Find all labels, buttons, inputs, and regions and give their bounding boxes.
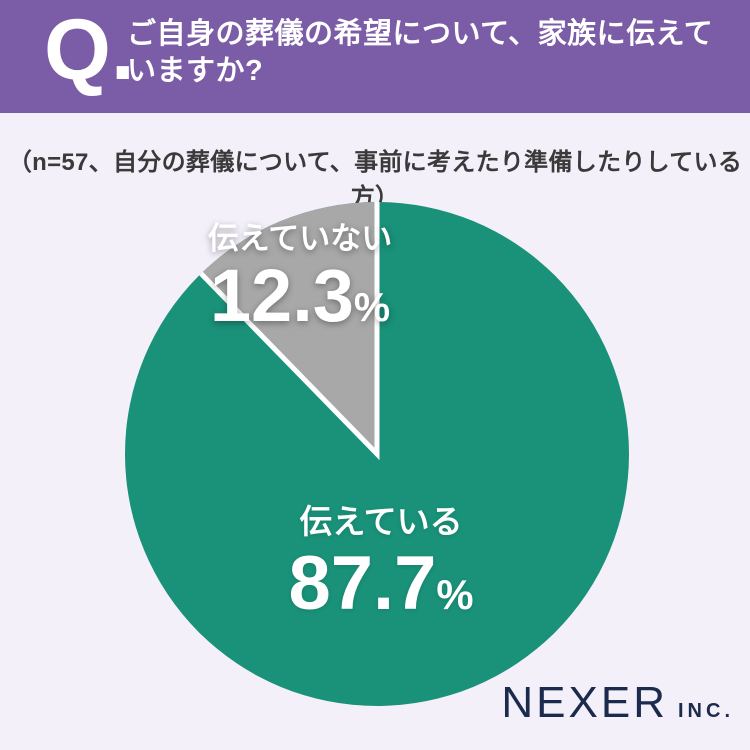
question-header: Q. ご自身の葬儀の希望について、家族に伝えて いますか? [0,0,750,113]
sample-size-note: （n=57、自分の葬儀について、事前に考えたり準備したりしている方） [7,149,743,211]
pie-chart-svg [125,202,629,706]
label-not-told-percent: 12.3% [208,259,392,343]
nexer-logo-main: NEXER [501,678,668,727]
label-not-told-unit: % [353,284,391,330]
pie-chart: 伝えていない 12.3% 伝えている 87.7% [125,202,629,706]
label-not-told-category: 伝えていない [207,221,393,256]
slice-not-told [201,202,377,454]
label-not-told: 伝えていない 12.3% [208,220,392,343]
label-not-told-value: 12.3 [209,254,354,337]
question-text: ご自身の葬儀の希望について、家族に伝えて いますか? [127,16,713,90]
label-told-unit: % [436,571,474,618]
label-told-category: 伝えている [299,503,463,540]
q-mark: Q. [44,2,135,98]
nexer-logo-suffix: INC. [678,700,734,722]
label-told-percent: 87.7% [288,546,473,633]
question-line-1: ご自身の葬儀の希望について、家族に伝えて [127,18,714,50]
nexer-logo: NEXER INC. [501,678,734,728]
slice-divider [199,202,380,461]
question-line-2: いますか? [127,55,264,87]
label-told: 伝えている 87.7% [288,502,473,633]
label-told-value: 87.7 [288,541,437,626]
